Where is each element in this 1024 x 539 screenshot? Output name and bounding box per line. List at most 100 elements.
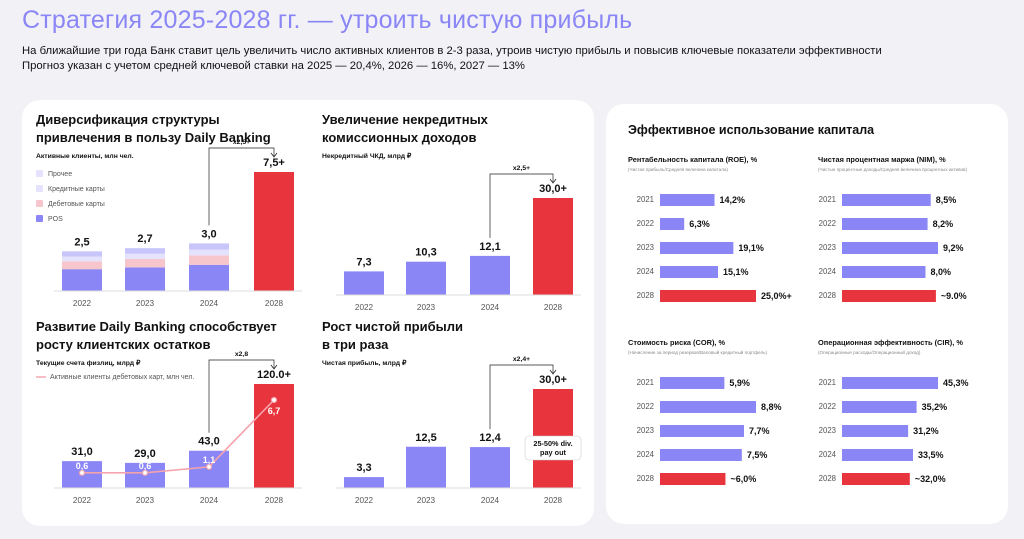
capital-efficiency-svg: Эффективное использование капитала Рентаб… [628,123,969,485]
chart3-clients-line [82,399,275,474]
metric4-value-label: 35,2% [922,402,948,412]
metric3-bar-2023 [660,425,744,437]
chart1-legend-swatch [36,215,43,222]
metric1-year-label: 2023 [637,243,654,252]
metric3-note: (Начисление за период резервов/Валовый к… [628,349,767,355]
metric2-bar-2022 [842,218,928,230]
metric4-year-label: 2024 [819,450,837,459]
metric4-year-label: 2022 [819,402,836,411]
chart3-title-line: росту клиентских остатков [36,337,210,352]
chart1-bar-segment [189,243,229,250]
metric1-bar-2021 [660,194,715,206]
chart2-growth-bracket [489,173,554,238]
subtitle-goal: На ближайшие три года Банк ставит цель у… [22,45,882,57]
chart3-multiplier: x2,8 [235,351,248,358]
chart1-bracket-arrow [270,152,278,158]
chart1-bar-segment [62,269,102,291]
metric3-year-label: 2022 [637,402,654,411]
chart1-legend-label: POS [48,216,63,223]
metric4-title: Операционная эффективность (CIR), % [818,338,963,347]
metric1-year-label: 2021 [637,195,654,204]
metric1-value-label: 14,2% [720,195,746,205]
chart1-ylabel: Активные клиенты, млн чел. [36,153,134,160]
chart3-x-tick: 2023 [136,496,155,505]
chart1-bar-segment [62,251,102,257]
chart3-value-label: 120.0+ [257,369,291,381]
chart3-line-point [78,469,86,476]
chart2-title-line: комиссионных доходов [322,130,476,145]
metric1-note: (Чистая прибыль/Средняя величина капитал… [628,167,728,172]
metric1-bar-2024 [660,266,718,278]
chart2-value-label: 10,3 [415,247,436,259]
chart2-value-label: 12,1 [479,241,500,253]
chart4-value-label: 3,3 [356,462,371,474]
metric1-year-label: 2028 [637,291,654,300]
capital-efficiency-title: Эффективное использование капитала [628,123,875,137]
chart1-x-tick: 2023 [136,299,155,308]
chart1-x-tick: 2022 [73,299,92,308]
metric2-value-label: 8,5% [936,195,957,205]
chart4-payout-text: pay out [540,448,567,457]
chart3-ylabel: Текущие счета физлиц, млрд ₽ [36,359,141,367]
chart4-multiplier: x2,4+ [513,356,530,363]
metric3-value-label: ~6,0% [730,474,756,484]
chart4-title-line: Рост чистой прибыли [322,319,463,334]
metric2-year-label: 2021 [819,195,836,204]
chart4-bar-2024 [470,447,510,488]
chart1-legend-label: Прочее [48,171,72,178]
metric1-value-label: 15,1% [723,267,749,277]
chart3-bracket-arrow [270,364,278,370]
chart3-x-tick: 2028 [265,496,284,505]
chart1-title-line: Диверсификация структуры [36,112,220,127]
metric3-bar-2021 [660,377,725,389]
chart1-legend-label: Дебетовые карты [48,200,105,208]
chart1-value-label: 2,7 [137,233,152,245]
chart4-payout-box [524,435,582,461]
chart2-bracket-arrow [549,178,557,184]
metric1-bar-2028 [660,290,756,302]
chart1-bar-segment [125,253,165,259]
chart1-x-tick: 2028 [265,299,284,308]
chart2-bar-2022 [344,271,384,295]
chart3-value-label: 43,0 [198,436,219,448]
chart3-line-label: 1,1 [203,455,216,465]
metric3-year-label: 2021 [637,378,654,387]
chart3-growth-bracket [208,359,275,433]
chart3-value-label: 29,0 [134,448,155,460]
metric2-bar-2023 [842,242,938,254]
metric1-title: Рентабельность капитала (ROE), % [628,155,758,164]
chart1-bar-segment [62,261,102,270]
chart3-line-point [141,469,149,476]
chart1-value-label: 7,5+ [263,157,285,169]
metric4-bar-2021 [842,377,938,389]
chart1-value-label: 2,5 [74,236,89,248]
metric4-year-label: 2023 [819,426,836,435]
chart4-x-tick: 2024 [481,496,500,505]
metric4-bar-2022 [842,401,917,413]
chart2-x-tick: 2023 [417,303,436,312]
chart1-bar-segment [125,258,165,268]
chart4-growth-bracket [489,364,554,430]
chart3-line-label: 0,6 [76,461,89,471]
metric3-year-label: 2023 [637,426,654,435]
chart1-x-tick: 2024 [200,299,219,308]
chart4-value-label: 12,4 [479,432,501,444]
chart3-title-line: Развитие Daily Banking способствует [36,319,277,334]
growth-charts-card: Диверсификация структуры привлечения в по… [22,100,594,526]
chart2-x-tick: 2028 [544,303,563,312]
chart2-multiplier: x2,5+ [513,165,530,172]
metric1-bar-2022 [660,218,685,230]
chart4-ylabel: Чистая прибыль, млрд ₽ [322,359,407,367]
capital-efficiency-card: Эффективное использование капитала Рентаб… [606,104,1008,524]
chart1-bar-segment [125,267,165,291]
metric1-bar-2023 [660,242,734,254]
chart4-bar-2022 [344,477,384,488]
chart4-bar-2023 [406,446,446,488]
metric2-bar-2028 [842,290,936,302]
metric3-year-label: 2024 [637,450,655,459]
chart3-line-point [205,463,213,470]
metric3-year-label: 2028 [637,474,654,483]
chart2-x-tick: 2022 [355,303,374,312]
chart3-line-label: 0,6 [139,461,152,471]
chart4-x-tick: 2028 [544,496,563,505]
